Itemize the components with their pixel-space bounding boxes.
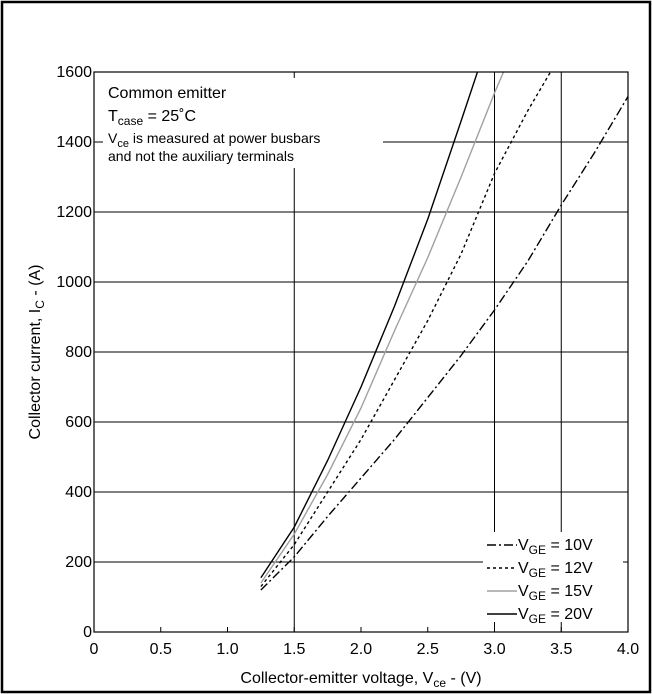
y-axis-title-tail: - (A) bbox=[27, 265, 44, 301]
annotation-line-1: Common emitter bbox=[108, 85, 227, 102]
annotation-line-3-main: V bbox=[108, 130, 118, 146]
legend: VGE = 10V VGE = 12V VGE = 15V VGE = 20V bbox=[487, 537, 593, 626]
x-tick-label: 3.5 bbox=[550, 641, 572, 658]
y-tick-label: 1600 bbox=[56, 64, 92, 81]
x-tick-label: 2.5 bbox=[417, 641, 439, 658]
series-line-4 bbox=[260, 72, 479, 579]
y-tick-label: 1400 bbox=[56, 134, 92, 151]
y-tick-label: 0 bbox=[83, 624, 92, 641]
annotation-line-2-main: T bbox=[108, 108, 118, 125]
y-axis-title-main: Collector current, I bbox=[27, 309, 44, 440]
annotation-line-3-tail: is measured at power busbars bbox=[129, 130, 320, 146]
series-line-1 bbox=[260, 96, 628, 591]
annotation-line-3-sub: ce bbox=[117, 138, 129, 150]
x-tick-label: 2.0 bbox=[350, 641, 372, 658]
y-axis-title: Collector current, IC - (A) bbox=[27, 265, 47, 440]
x-axis-title: Collector-emitter voltage, Vce - (V) bbox=[240, 670, 481, 690]
y-axis-title-sub: C bbox=[33, 300, 47, 309]
legend-background bbox=[483, 532, 623, 622]
y-tick-label: 400 bbox=[65, 484, 92, 501]
annotation-line-3: Vce is measured at power busbars bbox=[108, 130, 320, 150]
series-line-3 bbox=[260, 72, 505, 584]
annotation-block: Common emitter Tcase = 25˚C Vce is measu… bbox=[108, 85, 320, 164]
x-tick-label: 1.5 bbox=[283, 641, 305, 658]
y-tick-label: 200 bbox=[65, 554, 92, 571]
y-tick-label: 800 bbox=[65, 344, 92, 361]
y-tick-label: 1000 bbox=[56, 274, 92, 291]
series-group bbox=[260, 72, 628, 591]
annotation-line-2-sub: case bbox=[118, 114, 144, 128]
x-axis-title-tail: - (V) bbox=[446, 670, 482, 687]
x-tick-label: 0 bbox=[90, 641, 99, 658]
legend-label-2: VGE = 12V bbox=[518, 560, 593, 580]
x-tick-label: 3.0 bbox=[483, 641, 505, 658]
annotation-background bbox=[103, 78, 383, 168]
annotation-line-2-tail: = 25˚C bbox=[143, 108, 196, 125]
x-tick-label: 4.0 bbox=[617, 641, 639, 658]
annotation-line-2: Tcase = 25˚C bbox=[108, 108, 196, 128]
tick-labels: 0 0.5 1.0 1.5 2.0 2.5 3.0 3.5 4.0 0 200 400 600 800 10… bbox=[56, 64, 639, 658]
legend-label-4: VGE = 20V bbox=[518, 606, 593, 626]
y-tick-label: 600 bbox=[65, 414, 92, 431]
legend-label-1: VGE = 10V bbox=[518, 537, 593, 557]
series-line-2 bbox=[260, 72, 552, 587]
x-tick-label: 0.5 bbox=[150, 641, 172, 658]
x-axis-title-main: Collector-emitter voltage, V bbox=[240, 670, 433, 687]
x-tick-label: 1.0 bbox=[216, 641, 238, 658]
annotation-line-4: and not the auxiliary terminals bbox=[108, 148, 294, 164]
x-axis-title-sub: ce bbox=[433, 676, 446, 690]
legend-label-3: VGE = 15V bbox=[518, 583, 593, 603]
y-tick-label: 1200 bbox=[56, 204, 92, 221]
plot-area-border bbox=[93, 71, 629, 633]
